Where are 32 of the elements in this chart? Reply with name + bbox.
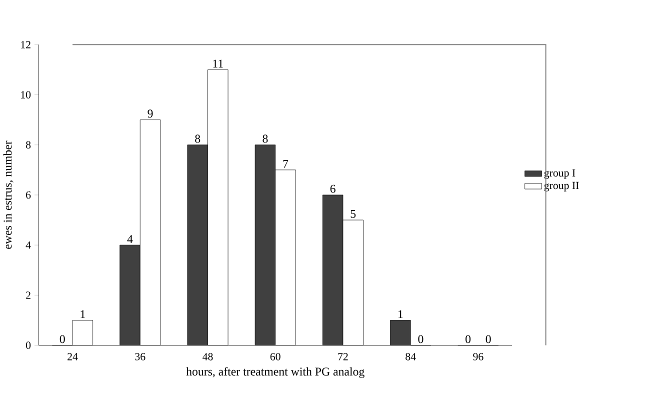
x-tick-label: 48 [202,353,213,360]
data-label: 8 [262,134,268,143]
data-label: 0 [486,335,491,344]
x-tick-label: 36 [135,353,146,360]
data-label: 1 [398,310,403,318]
x-tick-label: 72 [338,353,348,360]
legend-label: group I [544,169,576,179]
data-label: 0 [60,335,65,344]
data-label: 7 [283,160,288,168]
data-label: 11 [213,60,223,68]
legend-label: group II [544,182,579,192]
data-label: 5 [350,210,356,218]
data-label: 6 [330,184,336,193]
data-label: 8 [195,134,200,143]
y-tick-label: 10 [21,91,31,99]
data-label: 1 [80,310,85,318]
x-tick-label: 24 [68,353,78,360]
x-tick-label: 84 [406,353,416,360]
x-axis-title: hours, after treatment with PG analog [186,367,364,378]
data-label: 0 [466,335,471,344]
x-tick-label: 96 [473,353,484,360]
y-tick-label: 2 [26,292,30,299]
data-label: 0 [418,335,424,344]
data-label: 9 [148,110,153,118]
data-label: 4 [127,235,133,244]
y-tick-label: 6 [26,191,31,199]
y-tick-label: 4 [26,242,31,249]
y-tick-label: 12 [21,41,30,48]
y-axis-title: ewes in estrus, number [3,140,14,249]
y-tick-label: 0 [26,342,31,350]
y-tick-label: 8 [26,141,31,149]
x-tick-label: 60 [270,353,280,360]
